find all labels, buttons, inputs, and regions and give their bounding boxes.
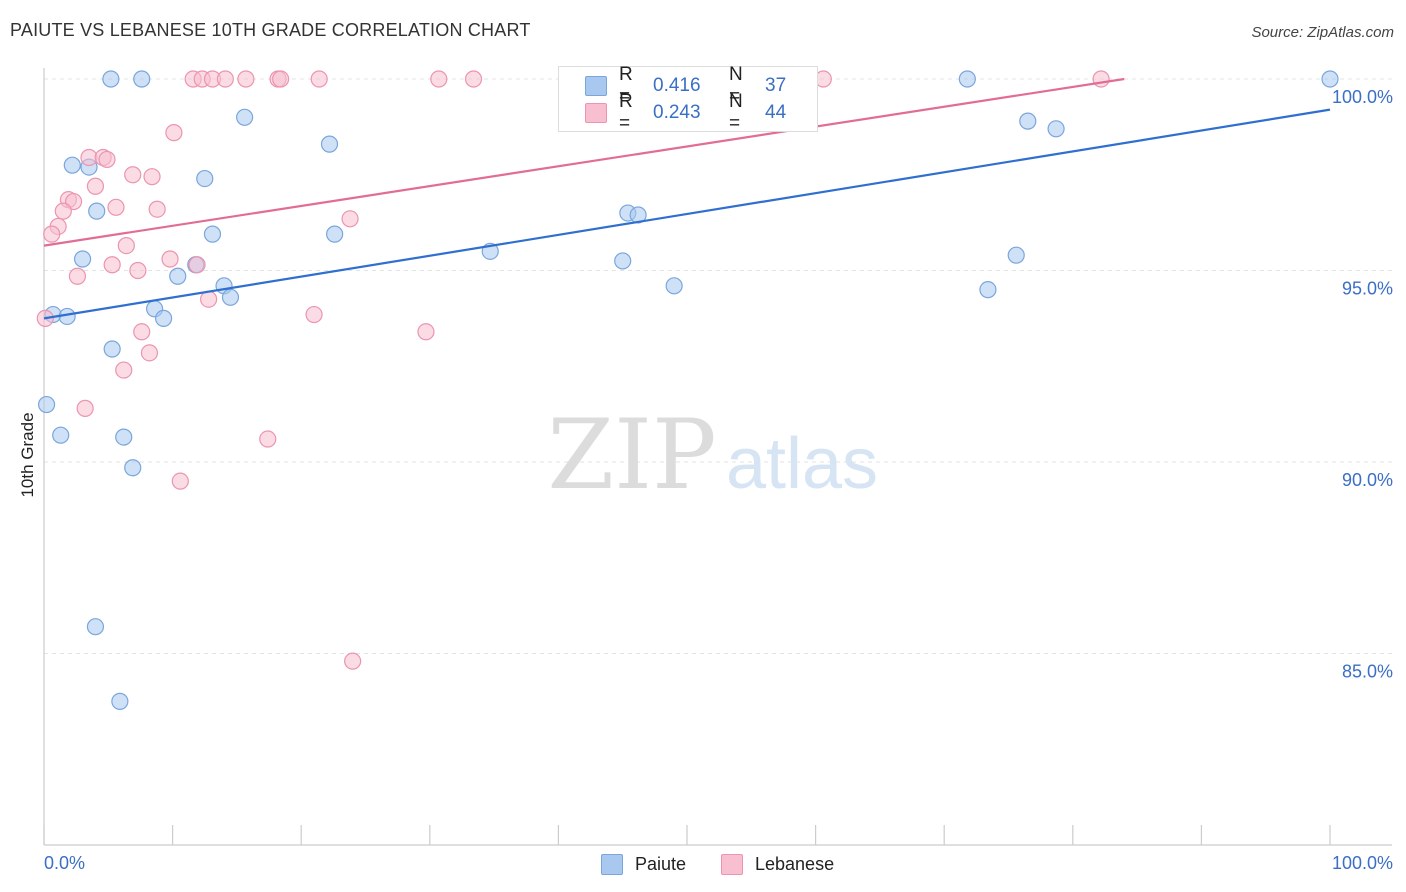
paiute-point: [1019, 112, 1037, 130]
y-tick-label: 100.0%: [1332, 87, 1393, 107]
n-label: N =: [729, 91, 743, 134]
lebanese-point: [171, 472, 189, 490]
paiute-point: [221, 288, 240, 306]
data-points: [36, 70, 1339, 710]
y-tick-label: 90.0%: [1342, 470, 1393, 490]
paiute-point: [196, 169, 214, 188]
lebanese-point: [165, 124, 183, 142]
watermark-zip: ZIP: [547, 399, 716, 511]
lebanese-swatch: [585, 103, 607, 123]
paiute-point: [63, 156, 81, 174]
paiute-point: [115, 428, 133, 446]
paiute-point: [665, 277, 683, 295]
lebanese-point: [124, 166, 142, 184]
paiute-point: [614, 252, 632, 270]
lebanese-point: [115, 361, 133, 379]
paiute-point: [326, 225, 344, 243]
lebanese-point: [259, 430, 277, 448]
lebanese-point: [133, 323, 151, 341]
paiute-point: [1007, 246, 1025, 264]
paiute-point: [88, 202, 106, 220]
lebanese-point: [103, 256, 121, 274]
paiute-point: [236, 108, 254, 126]
lebanese-trend-line: [43, 77, 1125, 247]
n-label: N =: [729, 64, 743, 107]
lebanese-point: [417, 323, 435, 341]
paiute-point: [103, 340, 121, 358]
lebanese-legend-swatch: [721, 853, 743, 875]
lebanese-point: [237, 70, 255, 88]
n-value: 44: [765, 102, 787, 123]
lebanese-point: [54, 202, 72, 220]
lebanese-point: [430, 70, 448, 88]
paiute-point: [1321, 70, 1339, 88]
lebanese-point: [117, 237, 135, 255]
tick-labels: 85.0% 90.0% 95.0% 100.0% 0.0% 100.0%: [44, 87, 1393, 873]
lebanese-point: [1092, 70, 1110, 88]
paiute-point: [111, 692, 129, 710]
paiute-trend-line: [43, 108, 1331, 320]
lebanese-point: [188, 256, 206, 274]
lebanese-point: [344, 652, 362, 670]
r-value: 0.416: [653, 75, 701, 96]
paiute-legend-swatch: [601, 853, 623, 875]
y-tick-label: 95.0%: [1342, 279, 1393, 299]
source-label: Source: ZipAtlas.com: [1251, 24, 1394, 41]
paiute-point: [133, 70, 151, 88]
lebanese-point: [76, 399, 94, 417]
legend-label-paiute: Paiute: [635, 853, 687, 874]
paiute-point: [1047, 120, 1065, 138]
lebanese-point: [272, 70, 290, 88]
watermark: ZIP atlas: [547, 399, 878, 511]
trend-lines: [43, 77, 1331, 320]
paiute-point: [52, 426, 70, 444]
lebanese-point: [148, 200, 166, 218]
n-value: 37: [765, 75, 787, 96]
x-tick-label: 0.0%: [44, 853, 85, 873]
paiute-point: [73, 250, 92, 268]
lebanese-point: [216, 70, 234, 88]
y-tick-label: 85.0%: [1342, 662, 1393, 682]
lebanese-point: [143, 168, 161, 186]
lebanese-point: [68, 267, 87, 285]
lebanese-point: [86, 177, 105, 195]
paiute-point: [169, 267, 187, 285]
legend-item-paiute[interactable]: Paiute: [601, 852, 686, 876]
r-label: R =: [619, 91, 633, 134]
legend-label-lebanese: Lebanese: [755, 853, 835, 874]
paiute-point: [154, 309, 173, 327]
paiute-point: [320, 135, 339, 153]
paiute-point: [958, 70, 976, 88]
lebanese-point: [98, 150, 116, 169]
paiute-point: [102, 70, 120, 88]
paiute-point: [203, 225, 222, 243]
gridlines: [44, 78, 1392, 654]
legend-item-lebanese[interactable]: Lebanese: [721, 852, 834, 876]
paiute-point: [979, 281, 997, 299]
paiute-point: [86, 618, 105, 636]
lebanese-point: [161, 250, 179, 268]
x-tick-label: 100.0%: [1332, 853, 1393, 873]
watermark-atlas: atlas: [726, 424, 878, 504]
lebanese-point: [107, 198, 125, 216]
paiute-point: [37, 395, 56, 414]
lebanese-point: [140, 344, 159, 362]
r-value: 0.243: [653, 102, 701, 123]
lebanese-point: [464, 70, 483, 88]
chart-title: PAIUTE VS LEBANESE 10TH GRADE CORRELATIO…: [10, 20, 531, 40]
axes: [43, 68, 1392, 846]
paiute-swatch: [585, 76, 607, 96]
stats-legend: R = 0.416 N = 37 R = 0.243 N = 44: [558, 64, 818, 134]
paiute-point: [124, 459, 142, 477]
lebanese-point: [43, 225, 61, 243]
r-label: R =: [619, 64, 633, 107]
lebanese-point: [341, 210, 359, 228]
lebanese-point: [310, 70, 328, 88]
lebanese-point: [129, 261, 147, 280]
lebanese-point: [305, 305, 323, 324]
